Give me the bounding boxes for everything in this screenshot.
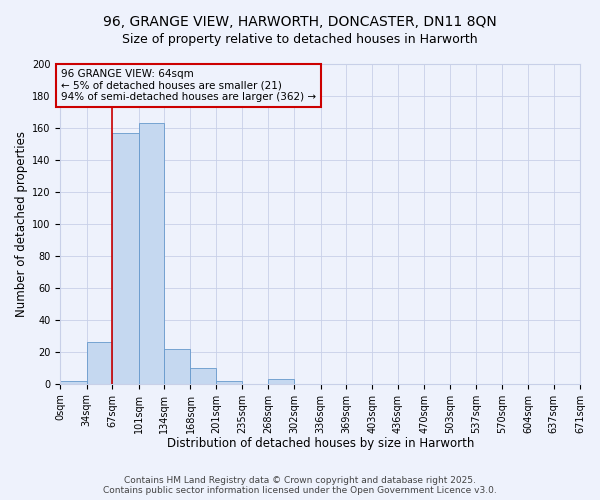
Y-axis label: Number of detached properties: Number of detached properties <box>15 131 28 317</box>
Text: 96 GRANGE VIEW: 64sqm
← 5% of detached houses are smaller (21)
94% of semi-detac: 96 GRANGE VIEW: 64sqm ← 5% of detached h… <box>61 69 316 102</box>
Text: Size of property relative to detached houses in Harworth: Size of property relative to detached ho… <box>122 32 478 46</box>
Text: Contains HM Land Registry data © Crown copyright and database right 2025.
Contai: Contains HM Land Registry data © Crown c… <box>103 476 497 495</box>
Text: 96, GRANGE VIEW, HARWORTH, DONCASTER, DN11 8QN: 96, GRANGE VIEW, HARWORTH, DONCASTER, DN… <box>103 15 497 29</box>
Bar <box>139 123 164 384</box>
Bar <box>190 368 216 384</box>
Bar <box>268 379 294 384</box>
Bar <box>216 380 242 384</box>
Bar <box>164 348 190 384</box>
Bar <box>61 380 87 384</box>
Bar <box>87 342 112 384</box>
Bar <box>580 380 600 384</box>
Bar <box>112 132 139 384</box>
X-axis label: Distribution of detached houses by size in Harworth: Distribution of detached houses by size … <box>167 437 474 450</box>
